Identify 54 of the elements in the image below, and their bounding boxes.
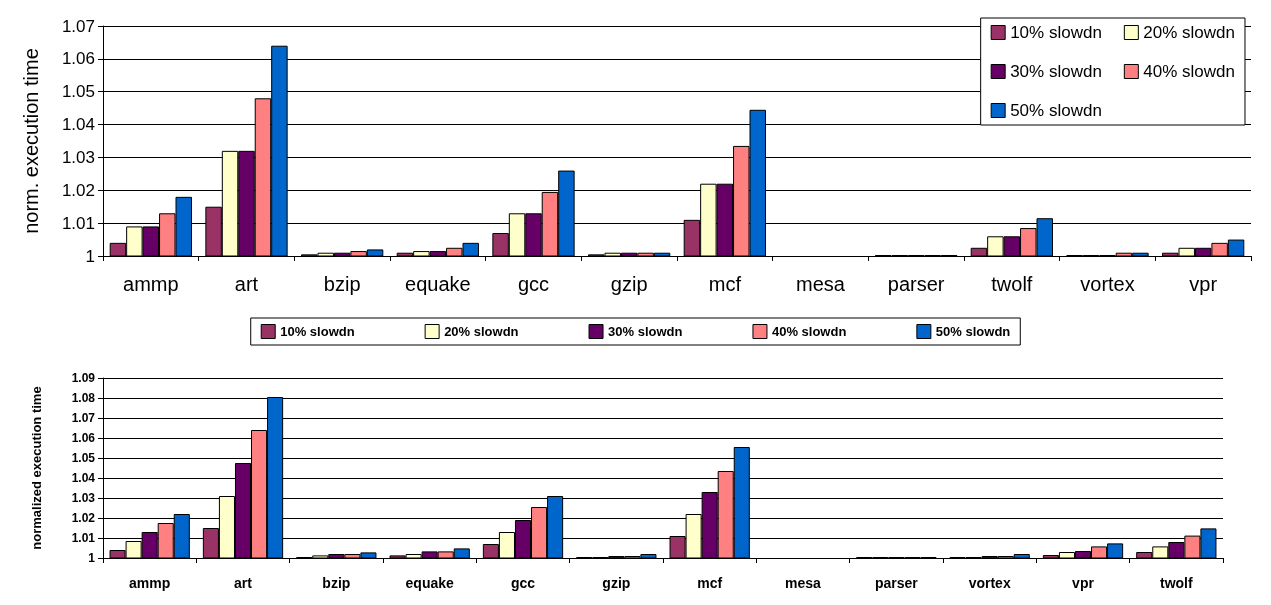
x-tick-label: vortex xyxy=(1080,273,1135,295)
x-tick-label: vpr xyxy=(1072,575,1095,591)
y-tick-label: 1.06 xyxy=(61,49,95,69)
x-tick-label: bzip xyxy=(323,273,361,295)
x-tick-label: gcc xyxy=(510,575,536,591)
x-tick-label: art xyxy=(234,273,259,295)
y-tick-label: 1.04 xyxy=(71,471,96,485)
x-tick-label: gzip xyxy=(610,273,648,295)
y-tick-label: 1.08 xyxy=(71,391,96,405)
x-tick-label: vortex xyxy=(968,575,1011,591)
y-tick-label: 1.07 xyxy=(71,411,96,425)
y-tick-label: 1.09 xyxy=(71,371,96,385)
y-tick-label: 1.01 xyxy=(71,531,96,545)
y-tick-label: 1.04 xyxy=(61,115,95,135)
y-axis-title: norm. execution time xyxy=(20,48,42,234)
legend-label: 30% slowdn xyxy=(608,324,683,339)
legend-label: 10% slowdn xyxy=(280,324,355,339)
legend-label: 50% slowdn xyxy=(1010,101,1102,120)
y-tick-label: 1.07 xyxy=(61,16,95,36)
x-tick-label: mcf xyxy=(697,575,723,591)
x-tick-label: mesa xyxy=(785,575,822,591)
y-tick-label: 1.02 xyxy=(71,511,96,525)
y-tick-label: 1.06 xyxy=(71,431,96,445)
legend-label: 10% slowdn xyxy=(1010,23,1102,42)
y-tick-label: 1.02 xyxy=(61,180,95,200)
y-tick-label: 1.03 xyxy=(71,491,96,505)
x-tick-label: ammp xyxy=(123,273,179,295)
legend-label: 40% slowdn xyxy=(771,324,847,339)
legend-label: 30% slowdn xyxy=(1010,62,1102,81)
y-tick-label: 1 xyxy=(85,246,95,266)
x-tick-label: gcc xyxy=(517,273,550,295)
legend-label: 40% slowdn xyxy=(1143,62,1236,81)
legend-label: 50% slowdn xyxy=(935,324,1011,339)
y-tick-label: 1.05 xyxy=(71,451,96,465)
x-tick-label: equake xyxy=(405,575,454,591)
legend-label: 20% slowdn xyxy=(1143,23,1236,42)
x-tick-label: bzip xyxy=(322,575,351,591)
y-tick-label: 1.05 xyxy=(61,82,95,102)
x-tick-label: art xyxy=(234,575,253,591)
x-tick-label: mesa xyxy=(796,273,846,295)
x-tick-label: gzip xyxy=(602,575,631,591)
x-tick-label: mcf xyxy=(708,273,742,295)
x-tick-label: equake xyxy=(405,273,471,295)
y-tick-label: 1.03 xyxy=(61,147,95,167)
x-tick-label: parser xyxy=(874,575,919,591)
legend-label: 20% slowdn xyxy=(444,324,519,339)
y-tick-label: 1.01 xyxy=(61,213,95,233)
x-tick-label: twolf xyxy=(991,273,1033,295)
y-tick-label: 1 xyxy=(88,551,96,565)
x-tick-label: twolf xyxy=(1160,575,1193,591)
x-tick-label: parser xyxy=(887,273,945,295)
y-axis-title: normalized execution time xyxy=(29,386,44,550)
x-tick-label: vpr xyxy=(1189,273,1218,295)
x-tick-label: ammp xyxy=(129,575,171,591)
